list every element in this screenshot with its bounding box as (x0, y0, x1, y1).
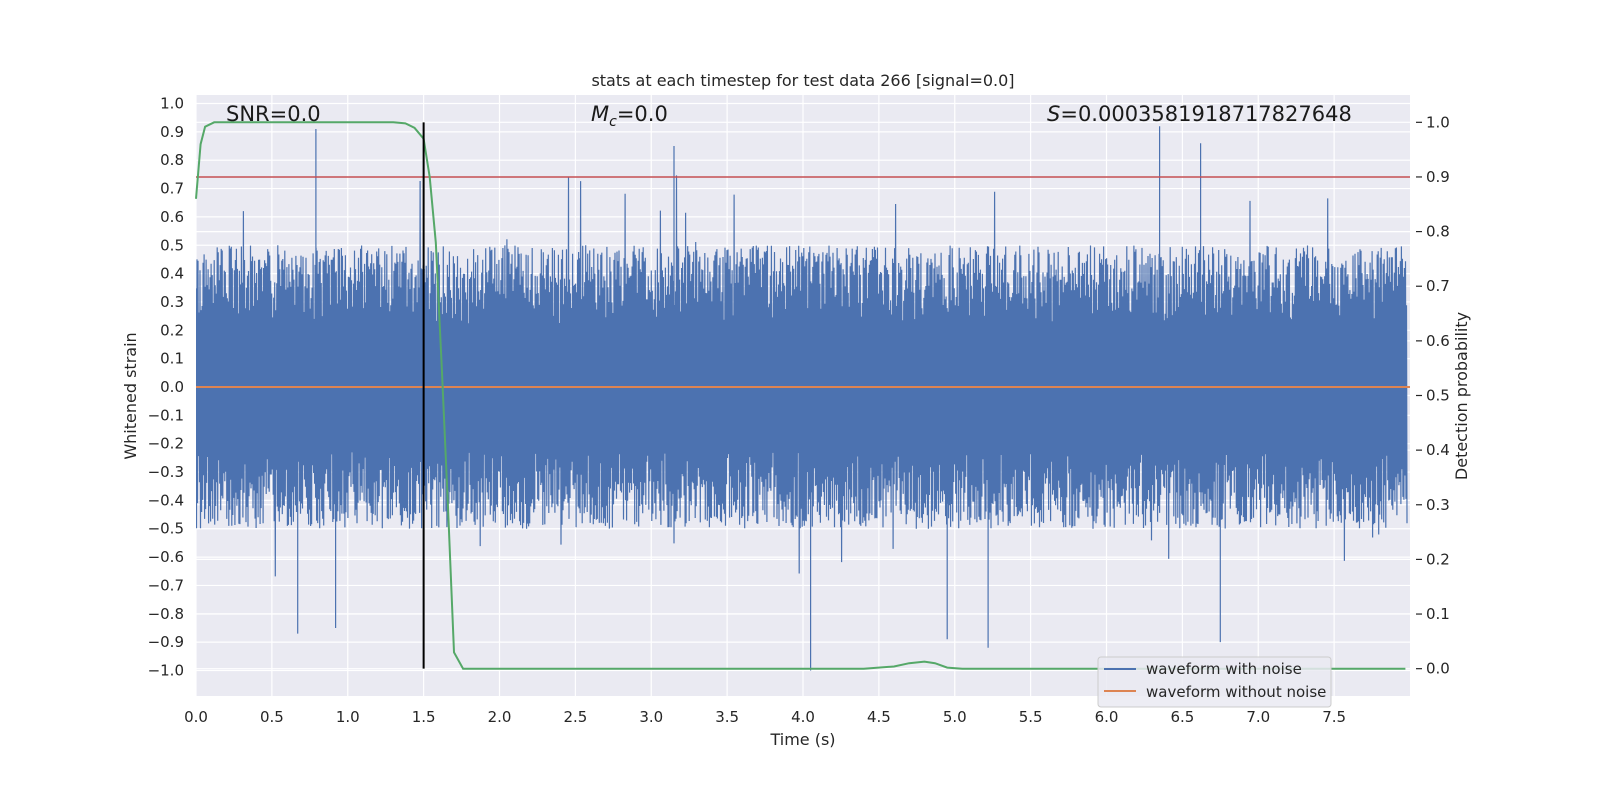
y-tick-label: 0.0 (160, 378, 184, 396)
x-tick-label: 6.5 (1170, 708, 1194, 726)
y-tick-label: 0.3 (160, 293, 184, 311)
x-tick-label: 4.5 (867, 708, 891, 726)
y2-tick-label: 0.8 (1426, 223, 1450, 241)
y2-axis-ticks: 1.0 0.9 0.8 0.7 0.6 0.5 0.4 0.3 0.2 0.1 0.0 (1416, 113, 1450, 678)
legend-label-clean: waveform without noise (1146, 683, 1326, 701)
y-tick-label: −0.6 (148, 548, 184, 566)
y-tick-label: 0.1 (160, 350, 184, 368)
y2-tick-label: 0.1 (1426, 605, 1450, 623)
x-tick-label: 1.5 (412, 708, 436, 726)
y2-tick-label: 0.2 (1426, 550, 1450, 568)
y-tick-label: −0.3 (148, 463, 184, 481)
x-tick-label: 2.5 (563, 708, 587, 726)
y-tick-label: −0.2 (148, 435, 184, 453)
y2-tick-label: 0.6 (1426, 332, 1450, 350)
x-tick-label: 7.5 (1322, 708, 1346, 726)
y-tick-label: −1.0 (148, 661, 184, 679)
y-tick-label: 0.9 (160, 123, 184, 141)
annotation-snr: SNR=0.0 (226, 102, 321, 126)
annotation-s-symbol: S (1047, 102, 1060, 126)
x-tick-label: 0.0 (184, 708, 208, 726)
x-tick-label: 3.5 (715, 708, 739, 726)
y2-tick-label: 0.5 (1426, 387, 1450, 405)
annotation-s-value: =0.0003581918717827648 (1060, 102, 1352, 126)
y2-tick-label: 1.0 (1426, 113, 1450, 131)
annotation-mc-value: =0.0 (617, 102, 668, 126)
x-tick-label: 5.5 (1019, 708, 1043, 726)
x-tick-label: 2.0 (488, 708, 512, 726)
chart-title: stats at each timestep for test data 266… (591, 71, 1014, 90)
y2-tick-label: 0.0 (1426, 660, 1450, 678)
x-tick-label: 3.0 (639, 708, 663, 726)
x-axis-label: Time (s) (769, 730, 835, 749)
y-tick-label: 0.7 (160, 180, 184, 198)
x-tick-label: 7.0 (1246, 708, 1270, 726)
y2-axis-label: Detection probability (1452, 312, 1471, 480)
y-tick-label: 0.6 (160, 208, 184, 226)
legend: waveform with noise waveform without noi… (1097, 656, 1332, 708)
y-tick-label: −0.1 (148, 406, 184, 424)
legend-label-noise: waveform with noise (1146, 660, 1302, 678)
annotation-mc: Mc=0.0 (591, 102, 668, 130)
y2-tick-label: 0.9 (1426, 168, 1450, 186)
y-tick-label: 0.5 (160, 236, 184, 254)
y-tick-label: −0.8 (148, 605, 184, 623)
y-tick-label: 1.0 (160, 95, 184, 113)
waveform-with-noise-line (196, 126, 1408, 671)
x-tick-label: 0.5 (260, 708, 284, 726)
legend-box (1097, 656, 1332, 708)
y-tick-label: 0.4 (160, 265, 184, 283)
y-axis-ticks: 1.0 0.9 0.8 0.7 0.6 0.5 0.4 0.3 0.2 0.1 0.0 −0.1 −0.… (148, 95, 184, 680)
x-tick-label: 5.0 (943, 708, 967, 726)
y-tick-label: −0.9 (148, 633, 184, 651)
detection-probability-line (195, 121, 1406, 670)
y2-tick-label: 0.7 (1426, 277, 1450, 295)
x-axis-ticks: 0.0 0.5 1.0 1.5 2.0 2.5 3.0 3.5 4.0 4.5 5.0 5.5 6.0 6… (184, 708, 1346, 726)
y-tick-label: −0.4 (148, 491, 184, 509)
y-axis-label: Whitened strain (121, 332, 140, 459)
y-tick-label: 0.2 (160, 321, 184, 339)
y-tick-label: −0.5 (148, 520, 184, 538)
y-tick-label: 0.8 (160, 151, 184, 169)
x-tick-label: 6.0 (1095, 708, 1119, 726)
x-tick-label: 4.0 (791, 708, 815, 726)
waveform-with-noise-series (196, 126, 1408, 671)
annotation-mc-symbol: M (591, 102, 609, 126)
y-tick-label: −0.7 (148, 576, 184, 594)
x-tick-label: 1.0 (336, 708, 360, 726)
y2-tick-label: 0.3 (1426, 496, 1450, 514)
y2-tick-label: 0.4 (1426, 441, 1450, 459)
annotation-s: S=0.0003581918717827648 (1047, 102, 1352, 126)
annotation-mc-subscript: c (609, 114, 617, 130)
